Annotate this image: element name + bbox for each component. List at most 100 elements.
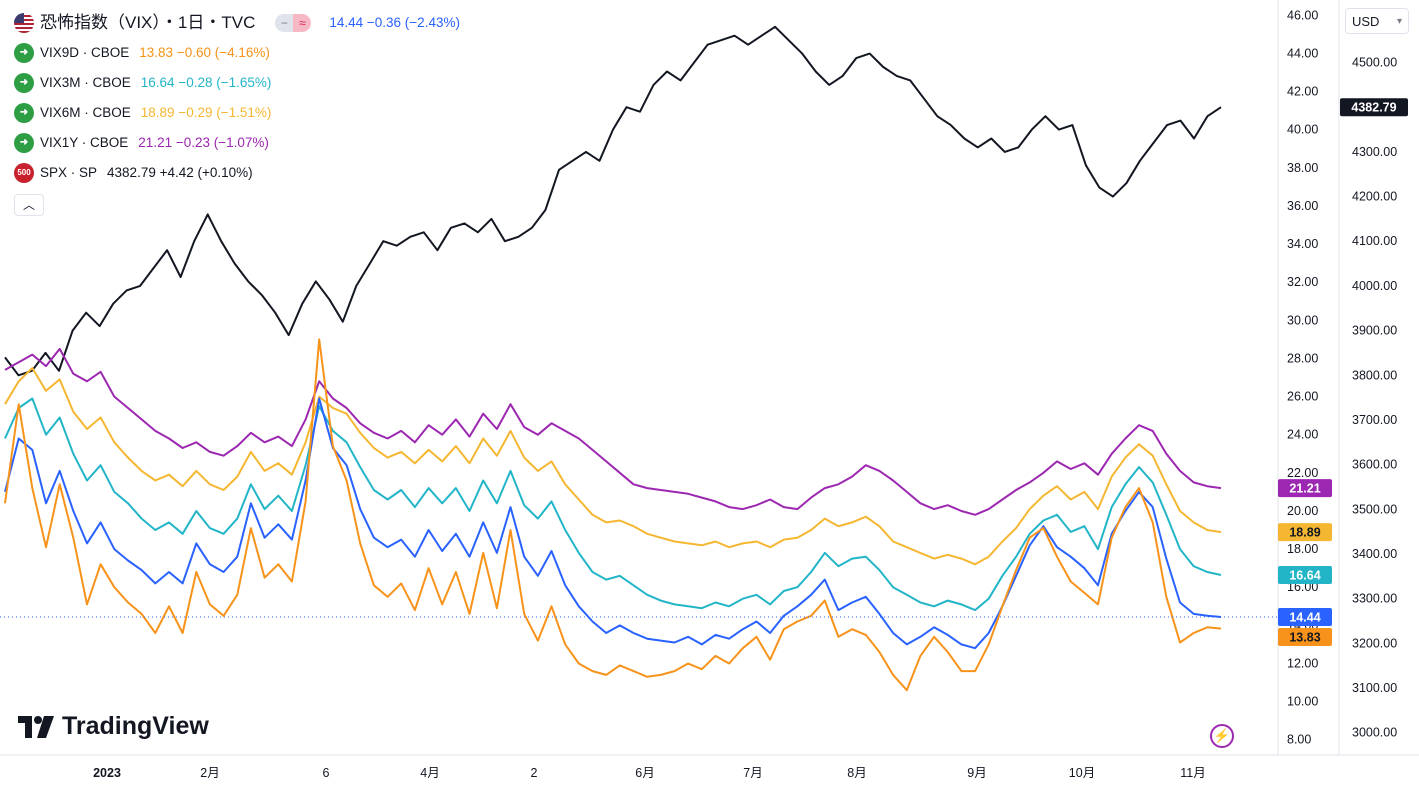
- svg-text:16.64: 16.64: [1289, 569, 1320, 583]
- legend-series-values: 16.64 −0.28 (−1.65%): [140, 75, 272, 90]
- collapse-legend-button[interactable]: ︿: [14, 194, 44, 216]
- cboe-icon: ➜: [14, 103, 34, 123]
- last-value-label: 13.83: [1278, 627, 1332, 646]
- svg-text:4382.79: 4382.79: [1351, 101, 1396, 115]
- last-value-label: 14.44: [1278, 607, 1332, 626]
- y-right-tick-label: 4300.00: [1352, 145, 1397, 159]
- y-right-tick-label: 3300.00: [1352, 592, 1397, 606]
- y-left-tick-label: 32.00: [1287, 275, 1318, 289]
- legend-main-row[interactable]: 恐怖指数（VIX）・1日・TVC − ≈ 14.44 −0.36 (−2.43%): [14, 8, 466, 38]
- x-tick-label: 2月: [200, 766, 219, 780]
- y-left-tick-label: 26.00: [1287, 390, 1318, 404]
- cboe-icon: ➜: [14, 43, 34, 63]
- x-tick-label: 6: [323, 766, 330, 780]
- cboe-icon: ➜: [14, 133, 34, 153]
- series-line-vix: [4, 397, 1222, 650]
- y-left-tick-label: 44.00: [1287, 46, 1318, 60]
- y-left-tick-label: 18.00: [1287, 542, 1318, 556]
- y-right-tick-label: 3000.00: [1352, 726, 1397, 740]
- svg-text:18.89: 18.89: [1289, 526, 1320, 540]
- legend-main-name: 恐怖指数（VIX）・1日・TVC: [40, 13, 256, 32]
- spx-500-icon: 500: [14, 163, 34, 183]
- svg-text:14.44: 14.44: [1289, 610, 1320, 624]
- tradingview-logo[interactable]: TradingView: [18, 712, 209, 741]
- y-left-tick-label: 38.00: [1287, 161, 1318, 175]
- x-tick-label: 4月: [420, 766, 439, 780]
- last-value-label: 16.64: [1278, 566, 1332, 585]
- last-value-label: 21.21: [1278, 479, 1332, 498]
- minus-icon[interactable]: −: [275, 14, 294, 32]
- y-right-tick-label: 4200.00: [1352, 190, 1397, 204]
- legend-series-name: VIX1Y · CBOE: [40, 135, 129, 150]
- y-right-tick-label: 3700.00: [1352, 413, 1397, 427]
- y-left-tick-label: 10.00: [1287, 695, 1318, 709]
- legend-row[interactable]: ➜ VIX3M · CBOE 16.64 −0.28 (−1.65%): [14, 68, 466, 98]
- x-tick-label: 11月: [1180, 766, 1205, 780]
- legend-series-name: VIX3M · CBOE: [40, 75, 131, 90]
- last-value-label: 18.89: [1278, 523, 1332, 542]
- y-axis-left-labels: 8.0010.0012.0014.0016.0018.0020.0022.002…: [1287, 8, 1318, 746]
- last-value-label: 4382.79: [1340, 98, 1408, 117]
- svg-text:21.21: 21.21: [1289, 482, 1320, 496]
- y-left-tick-label: 22.00: [1287, 466, 1318, 480]
- y-left-tick-label: 36.00: [1287, 199, 1318, 213]
- legend-series-values: 21.21 −0.23 (−1.07%): [138, 135, 269, 150]
- legend-row[interactable]: ➜ VIX9D · CBOE 13.83 −0.60 (−4.16%): [14, 38, 466, 68]
- chevron-down-icon: ▾: [1396, 15, 1402, 27]
- legend-series-values: 18.89 −0.29 (−1.51%): [140, 105, 272, 120]
- y-right-tick-label: 3400.00: [1352, 547, 1397, 561]
- y-left-tick-label: 24.00: [1287, 428, 1318, 442]
- series-line-vix3m: [4, 397, 1222, 612]
- cboe-icon: ➜: [14, 73, 34, 93]
- y-axis-right-labels: 3000.00 3100.00 3200.00 3300.00 3400.00 3500.…: [1352, 11, 1397, 740]
- y-left-tick-label: 28.00: [1287, 351, 1318, 365]
- y-right-tick-label: 3600.00: [1352, 458, 1397, 472]
- legend-series-name: VIX9D · CBOE: [40, 45, 130, 60]
- x-tick-label: 6月: [635, 766, 654, 780]
- lightning-icon[interactable]: ⚡: [1210, 724, 1234, 748]
- x-tick-label: 10月: [1069, 766, 1095, 780]
- y-right-tick-label: 3500.00: [1352, 502, 1397, 516]
- chart-series: [4, 25, 1222, 692]
- y-left-tick-label: 34.00: [1287, 237, 1318, 251]
- approx-icon[interactable]: ≈: [293, 14, 312, 32]
- y-right-tick-label: 4100.00: [1352, 234, 1397, 248]
- legend-series-name: SPX · SP: [40, 165, 98, 180]
- brand-name: TradingView: [62, 712, 209, 740]
- x-tick-label: 9月: [967, 766, 986, 780]
- series-line-vix9d: [4, 338, 1222, 692]
- y-left-tick-label: 30.00: [1287, 313, 1318, 327]
- y-right-tick-label: 3200.00: [1352, 636, 1397, 650]
- y-right-tick-label: 3900.00: [1352, 324, 1397, 338]
- y-right-tick-label: 4000.00: [1352, 279, 1397, 293]
- indicator-toggle-pill[interactable]: − ≈: [275, 14, 312, 32]
- y-right-tick-label: 4500.00: [1352, 56, 1397, 70]
- legend-row[interactable]: 500 SPX · SP 4382.79 +4.42 (+0.10%): [14, 158, 466, 188]
- y-right-tick-label: 3100.00: [1352, 681, 1397, 695]
- y-right-tick-label: 3800.00: [1352, 368, 1397, 382]
- legend-row[interactable]: ➜ VIX6M · CBOE 18.89 −0.29 (−1.51%): [14, 98, 466, 128]
- y-left-tick-label: 20.00: [1287, 504, 1318, 518]
- y-left-tick-label: 8.00: [1287, 733, 1311, 747]
- legend-series-values: 13.83 −0.60 (−4.16%): [139, 45, 270, 60]
- svg-text:13.83: 13.83: [1289, 630, 1320, 644]
- currency-label: USD: [1352, 13, 1380, 29]
- x-axis-labels: 2023 2月 6 4月 2 6月 7月 8月 9月 10月 11月: [93, 766, 1206, 780]
- currency-select[interactable]: USD ▾: [1345, 8, 1409, 34]
- x-tick-label: 8月: [847, 766, 866, 780]
- x-tick-label: 7月: [743, 766, 762, 780]
- y-left-tick-label: 46.00: [1287, 8, 1318, 22]
- us-flag-icon: [14, 13, 34, 33]
- legend-series-name: VIX6M · CBOE: [40, 105, 131, 120]
- y-left-tick-label: 40.00: [1287, 123, 1318, 137]
- legend-series-values: 4382.79 +4.42 (+0.10%): [107, 165, 253, 180]
- chevron-up-icon: ︿: [22, 198, 35, 212]
- last-value-labels: 4382.79 21.21 18.89 16.64 14.44 13.83: [1278, 98, 1408, 646]
- tradingview-mark-icon: [18, 715, 54, 738]
- y-left-tick-label: 42.00: [1287, 85, 1318, 99]
- series-line-spx: [4, 25, 1222, 377]
- legend: 恐怖指数（VIX）・1日・TVC − ≈ 14.44 −0.36 (−2.43%)…: [14, 8, 466, 216]
- legend-row[interactable]: ➜ VIX1Y · CBOE 21.21 −0.23 (−1.07%): [14, 128, 466, 158]
- x-tick-label: 2023: [93, 766, 121, 780]
